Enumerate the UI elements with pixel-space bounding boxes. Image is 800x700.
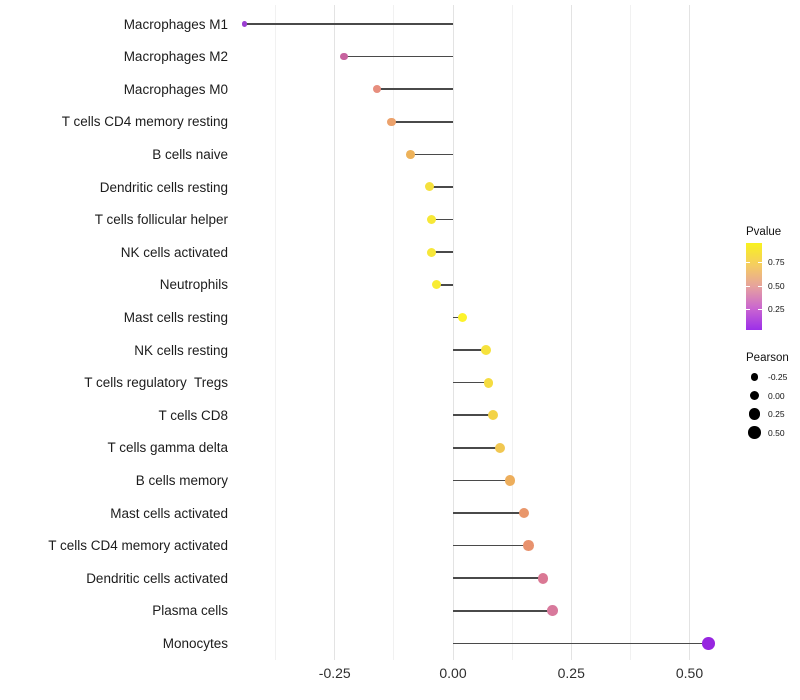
y-axis-label: B cells naive xyxy=(152,146,228,162)
gridline-major xyxy=(570,5,572,660)
y-axis-label: T cells CD4 memory activated xyxy=(48,538,228,554)
pearson-legend-dot xyxy=(749,390,760,401)
lollipop-dot xyxy=(481,345,492,355)
x-axis-tick-label: 0.25 xyxy=(557,665,585,681)
pvalue-colorbar-tick-label: 0.50 xyxy=(768,280,785,291)
y-axis-label: Macrophages M1 xyxy=(123,16,228,32)
pvalue-colorbar-tickmark xyxy=(746,309,750,311)
y-axis-label: Dendritic cells activated xyxy=(86,570,228,586)
pvalue-colorbar-tickmark xyxy=(758,285,762,287)
lollipop-stem xyxy=(436,284,453,286)
y-axis-label: Mast cells activated xyxy=(110,505,228,521)
gridline-major xyxy=(452,5,454,660)
y-axis-label: Plasma cells xyxy=(152,603,228,619)
lollipop-dot xyxy=(518,507,530,519)
lollipop-dot xyxy=(242,21,248,27)
y-axis-label: Mast cells resting xyxy=(123,309,228,325)
lollipop-stem xyxy=(453,479,510,482)
lollipop-stem xyxy=(377,88,453,90)
lollipop-dot xyxy=(424,182,434,192)
y-axis-label: T cells CD8 xyxy=(158,407,228,423)
lollipop-dot xyxy=(495,442,506,453)
y-axis-label: Macrophages M2 xyxy=(123,49,228,65)
pearson-legend-dot xyxy=(748,408,761,420)
lollipop-dot xyxy=(546,605,558,617)
y-axis-label: B cells memory xyxy=(135,472,228,488)
y-axis-label: Neutrophils xyxy=(159,277,228,293)
lollipop-stem xyxy=(453,544,529,547)
lollipop-stem xyxy=(453,414,494,416)
gridline-major xyxy=(334,5,336,660)
lollipop-dot xyxy=(488,410,499,421)
lollipop-stem xyxy=(429,186,453,188)
pearson-legend-dot xyxy=(750,373,759,381)
lollipop-stem xyxy=(244,23,453,25)
y-axis-label: Macrophages M0 xyxy=(123,81,228,97)
lollipop-stem xyxy=(453,512,524,514)
pvalue-colorbar-tickmark xyxy=(746,285,750,287)
pearson-legend-label: 0.25 xyxy=(768,409,785,419)
pvalue-colorbar-tickmark xyxy=(746,261,750,263)
pearson-legend-dot xyxy=(748,426,761,439)
gridline-major xyxy=(689,5,690,660)
gridline-minor xyxy=(275,5,277,660)
lollipop-dot xyxy=(483,377,494,388)
x-axis-tick-label: 0.50 xyxy=(675,665,704,681)
lollipop-dot xyxy=(427,215,437,225)
pvalue-colorbar-tick-label: 0.75 xyxy=(768,256,785,267)
x-axis-tick-label: -0.25 xyxy=(318,665,351,681)
y-axis-label: T cells follicular helper xyxy=(94,212,228,228)
lollipop-dot xyxy=(537,572,549,584)
lollipop-stem xyxy=(453,447,501,449)
lollipop-dot xyxy=(523,540,534,551)
pearson-legend-label: 0.50 xyxy=(768,427,785,438)
lollipop-dot xyxy=(387,117,396,126)
gridline-minor xyxy=(511,5,513,660)
lollipop-dot xyxy=(457,312,468,323)
gridline-minor xyxy=(393,5,395,660)
lollipop-dot xyxy=(340,52,348,61)
pvalue-legend-title: Pvalue xyxy=(746,226,782,238)
y-axis-label: NK cells resting xyxy=(134,342,228,358)
pearson-legend-label: -0.25 xyxy=(768,372,788,382)
pearson-legend-label: 0.00 xyxy=(768,390,785,401)
lollipop-dot xyxy=(702,637,715,650)
y-axis-label: Dendritic cells resting xyxy=(99,179,228,195)
lollipop-stem xyxy=(344,55,453,58)
lollipop-dot xyxy=(406,150,415,159)
x-axis-tick-label: 0.00 xyxy=(439,665,467,681)
lollipop-stem xyxy=(431,251,453,253)
pvalue-colorbar-tick-label: 0.25 xyxy=(768,304,785,315)
gridline-minor xyxy=(629,5,631,660)
y-axis-label: T cells regulatory Tregs xyxy=(84,375,228,391)
lollipop-dot xyxy=(431,280,441,290)
lollipop-stem xyxy=(453,349,487,351)
lollipop-stem xyxy=(453,577,543,579)
lollipop-dot xyxy=(427,247,437,257)
lollipop-dot xyxy=(504,475,515,486)
y-axis-label: NK cells activated xyxy=(120,244,228,260)
y-axis-label: T cells CD4 memory resting xyxy=(61,114,228,130)
lollipop-stem xyxy=(453,381,489,384)
y-axis-label: T cells gamma delta xyxy=(107,440,228,456)
lollipop-stem xyxy=(453,642,709,645)
pearson-legend-title: Pearson xyxy=(746,352,789,364)
lollipop-stem xyxy=(410,153,453,156)
lollipop-dot xyxy=(373,85,382,94)
lollipop-stem xyxy=(391,121,453,123)
lollipop-stem xyxy=(453,610,553,612)
pvalue-colorbar-tickmark xyxy=(758,309,762,311)
lollipop-stem xyxy=(431,218,453,221)
pvalue-colorbar-tickmark xyxy=(758,261,762,263)
pvalue-colorbar xyxy=(746,243,762,330)
y-axis-label: Monocytes xyxy=(162,635,228,651)
